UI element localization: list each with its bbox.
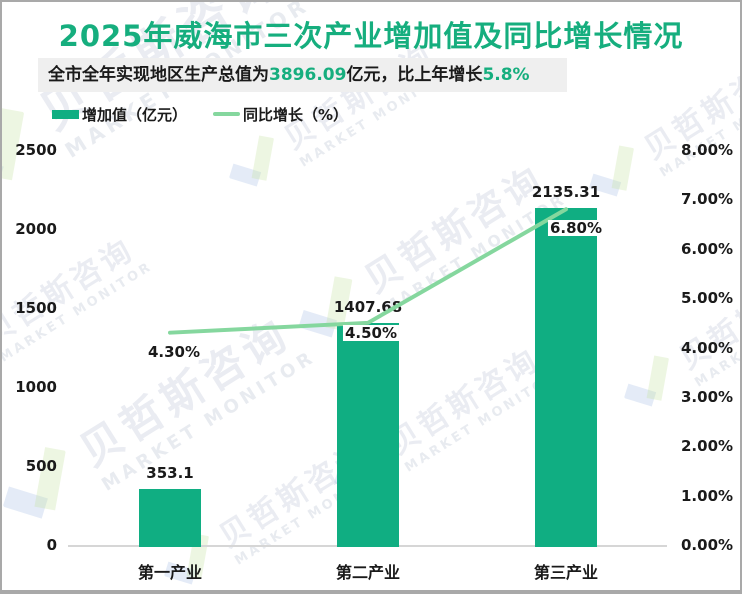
left-axis-tick: 1500 — [15, 299, 57, 317]
bar-第三产业 — [535, 207, 597, 547]
bar-第二产业 — [337, 322, 399, 547]
left-axis-tick: 2000 — [15, 220, 57, 238]
legend-bar-label: 增加值（亿元） — [82, 105, 188, 124]
subtitle-prefix: 全市全年实现地区生产总值为 — [48, 65, 269, 85]
right-axis-tick: 0.00% — [681, 536, 734, 554]
chart-title: 2025年威海市三次产业增加值及同比增长情况 — [58, 19, 684, 53]
line-value-label: 4.50% — [342, 323, 400, 342]
left-axis-tick: 2500 — [15, 141, 57, 159]
bar-value-label: 1407.68 — [333, 297, 403, 316]
growth-value: 5.8% — [482, 65, 530, 85]
legend-line-swatch-icon — [213, 112, 241, 116]
left-axis-tick: 1000 — [15, 378, 57, 396]
legend: 增加值（亿元） 同比增长（%） — [52, 104, 348, 124]
bar-value-label: 2135.31 — [531, 182, 601, 201]
gdp-value: 3896.09 — [269, 65, 347, 85]
right-axis-tick: 6.00% — [681, 239, 734, 258]
right-axis-tick: 4.00% — [681, 338, 734, 357]
line-value-label: 4.30% — [145, 342, 203, 361]
x-axis-category-label: 第三产业 — [533, 563, 598, 582]
right-axis-tick: 7.00% — [681, 190, 734, 209]
right-axis-tick: 1.00% — [681, 486, 734, 505]
subtitle-mid: 亿元，比上年增长 — [346, 65, 483, 85]
x-axis-category-label: 第二产业 — [335, 563, 400, 582]
right-axis-tick: 8.00% — [681, 141, 734, 159]
legend-line-label: 同比增长（%） — [243, 105, 349, 124]
bar-第一产业 — [139, 489, 201, 547]
right-axis-tick: 3.00% — [681, 387, 734, 406]
left-axis-tick: 500 — [25, 457, 57, 475]
right-axis-tick: 2.00% — [681, 437, 734, 456]
right-axis-tick: 5.00% — [681, 289, 734, 308]
left-axis-tick: 0 — [46, 536, 57, 554]
bar-value-label: 353.1 — [146, 464, 194, 483]
legend-bar-swatch-icon — [52, 109, 79, 119]
subtitle-banner: 全市全年实现地区生产总值为3896.09亿元，比上年增长5.8% — [38, 58, 567, 92]
x-axis-category-label: 第一产业 — [137, 563, 202, 582]
line-value-label: 6.80% — [547, 219, 605, 238]
